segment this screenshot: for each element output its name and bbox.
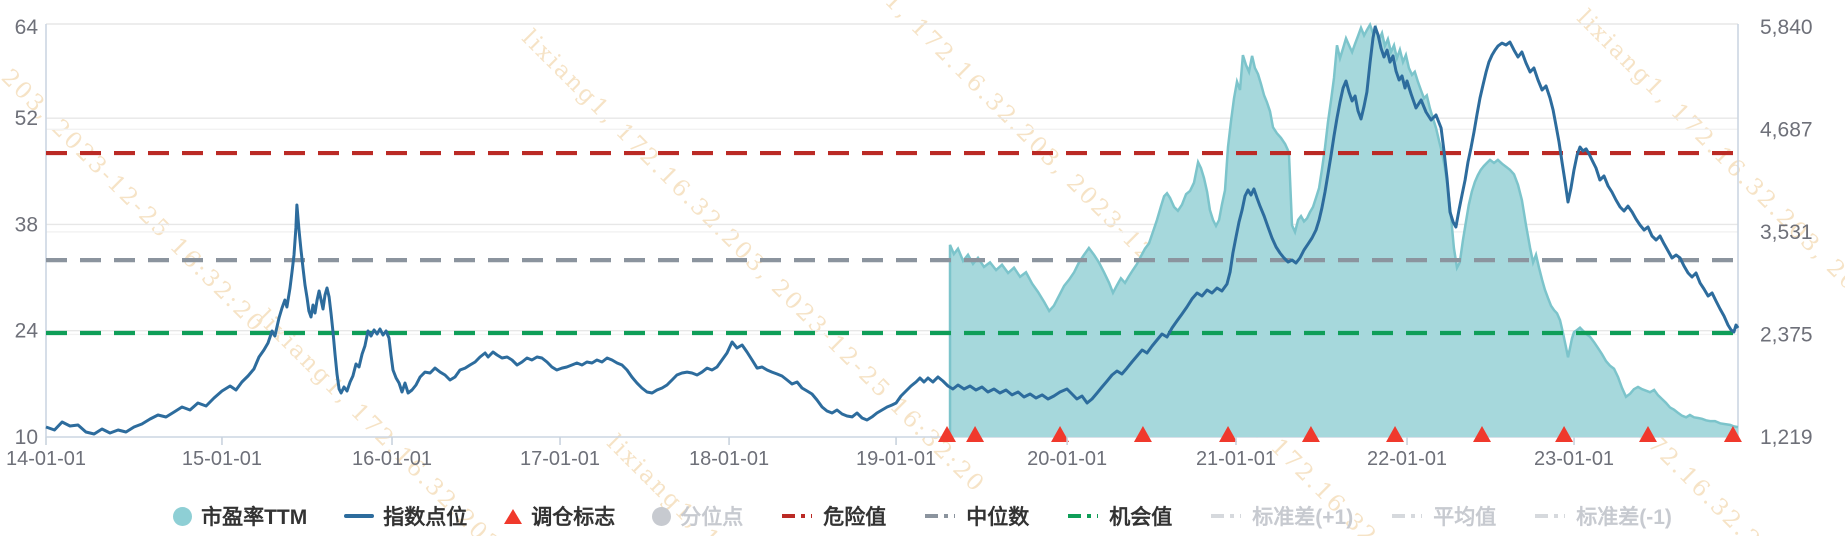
y-axis-label-right: 5,840 (1760, 16, 1813, 39)
y-axis-label-right: 3,531 (1760, 221, 1813, 244)
x-axis-label: 19-01-01 (856, 448, 936, 470)
rebalance-marker[interactable] (1219, 426, 1238, 442)
x-axis-label: 15-01-01 (182, 448, 262, 470)
index-line (45, 25, 1740, 436)
legend-item-label: 调仓标志 (531, 506, 616, 529)
rebalance-marker[interactable] (1638, 426, 1657, 442)
x-axis-label: 22-01-01 (1367, 448, 1447, 470)
x-axis-label: 17-01-01 (520, 448, 600, 470)
x-axis-label: 16-01-01 (352, 448, 432, 470)
rebalance-marker[interactable] (1386, 426, 1405, 442)
legend-item-label: 标准差(+1) (1252, 506, 1354, 529)
x-axis-label: 23-01-01 (1534, 448, 1614, 470)
legend-dashline-icon (1390, 509, 1424, 523)
legend-item-标准差(+1)[interactable]: 标准差(+1) (1209, 501, 1353, 531)
legend-triangle-icon (504, 508, 523, 524)
legend-dashline-icon (1066, 509, 1100, 523)
legend-item-机会值[interactable]: 机会值 (1066, 501, 1172, 531)
legend-line-icon (344, 514, 375, 518)
y-axis-label-left: 64 (15, 16, 39, 39)
y-axis-label-left: 10 (15, 426, 38, 449)
x-axis-label: 21-01-01 (1196, 448, 1276, 470)
rebalance-marker[interactable] (937, 426, 956, 442)
y-axis-label-right: 4,687 (1760, 118, 1813, 141)
legend-item-分位点[interactable]: 分位点 (652, 501, 743, 531)
pe-ttm-line (948, 21, 1739, 438)
legend-item-危险值[interactable]: 危险值 (780, 501, 886, 531)
legend-item-label: 危险值 (823, 506, 887, 529)
x-axis-label: 18-01-01 (689, 448, 769, 470)
legend-circle-icon (173, 506, 193, 526)
rebalance-marker[interactable] (1133, 426, 1152, 442)
legend-item-标准差(-1)[interactable]: 标准差(-1) (1533, 501, 1672, 531)
legend-item-label: 标准差(-1) (1576, 506, 1672, 529)
y-axis-label-left: 52 (15, 107, 38, 130)
chart-legend: 市盈率TTM 指数点位 调仓标志 分位点 危险值 中位数 机会值 标准差(+1) 平均值 标准差(… (0, 499, 1845, 533)
legend-dashline-icon (1209, 509, 1243, 523)
legend-item-调仓标志[interactable]: 调仓标志 (504, 501, 615, 531)
y-axis-label-right: 1,219 (1760, 426, 1813, 449)
legend-dashline-icon (780, 509, 814, 523)
legend-item-平均值[interactable]: 平均值 (1390, 501, 1496, 531)
legend-item-label: 分位点 (680, 506, 744, 529)
legend-item-指数点位[interactable]: 指数点位 (344, 501, 467, 531)
legend-item-市盈率TTM[interactable]: 市盈率TTM (173, 501, 307, 531)
legend-dashline-icon (923, 509, 957, 523)
y-axis-label-left: 38 (15, 213, 38, 236)
legend-item-中位数[interactable]: 中位数 (923, 501, 1029, 531)
rebalance-marker[interactable] (1723, 426, 1742, 442)
legend-item-label: 机会值 (1109, 506, 1173, 529)
y-axis-label-right: 2,375 (1760, 323, 1813, 346)
legend-item-label: 平均值 (1433, 506, 1497, 529)
legend-item-label: 中位数 (966, 506, 1030, 529)
rebalance-marker[interactable] (1051, 426, 1070, 442)
x-axis-label: 14-01-01 (6, 448, 86, 470)
rebalance-marker[interactable] (1473, 426, 1492, 442)
rebalance-marker[interactable] (966, 426, 985, 442)
legend-dashline-icon (1533, 509, 1567, 523)
legend-item-label: 市盈率TTM (201, 506, 308, 529)
legend-circle-icon (652, 506, 672, 526)
legend-item-label: 指数点位 (383, 506, 468, 529)
rebalance-marker[interactable] (1301, 426, 1320, 442)
rebalance-marker[interactable] (1555, 426, 1574, 442)
y-axis-label-left: 24 (15, 320, 39, 343)
x-axis-label: 20-01-01 (1027, 448, 1107, 470)
